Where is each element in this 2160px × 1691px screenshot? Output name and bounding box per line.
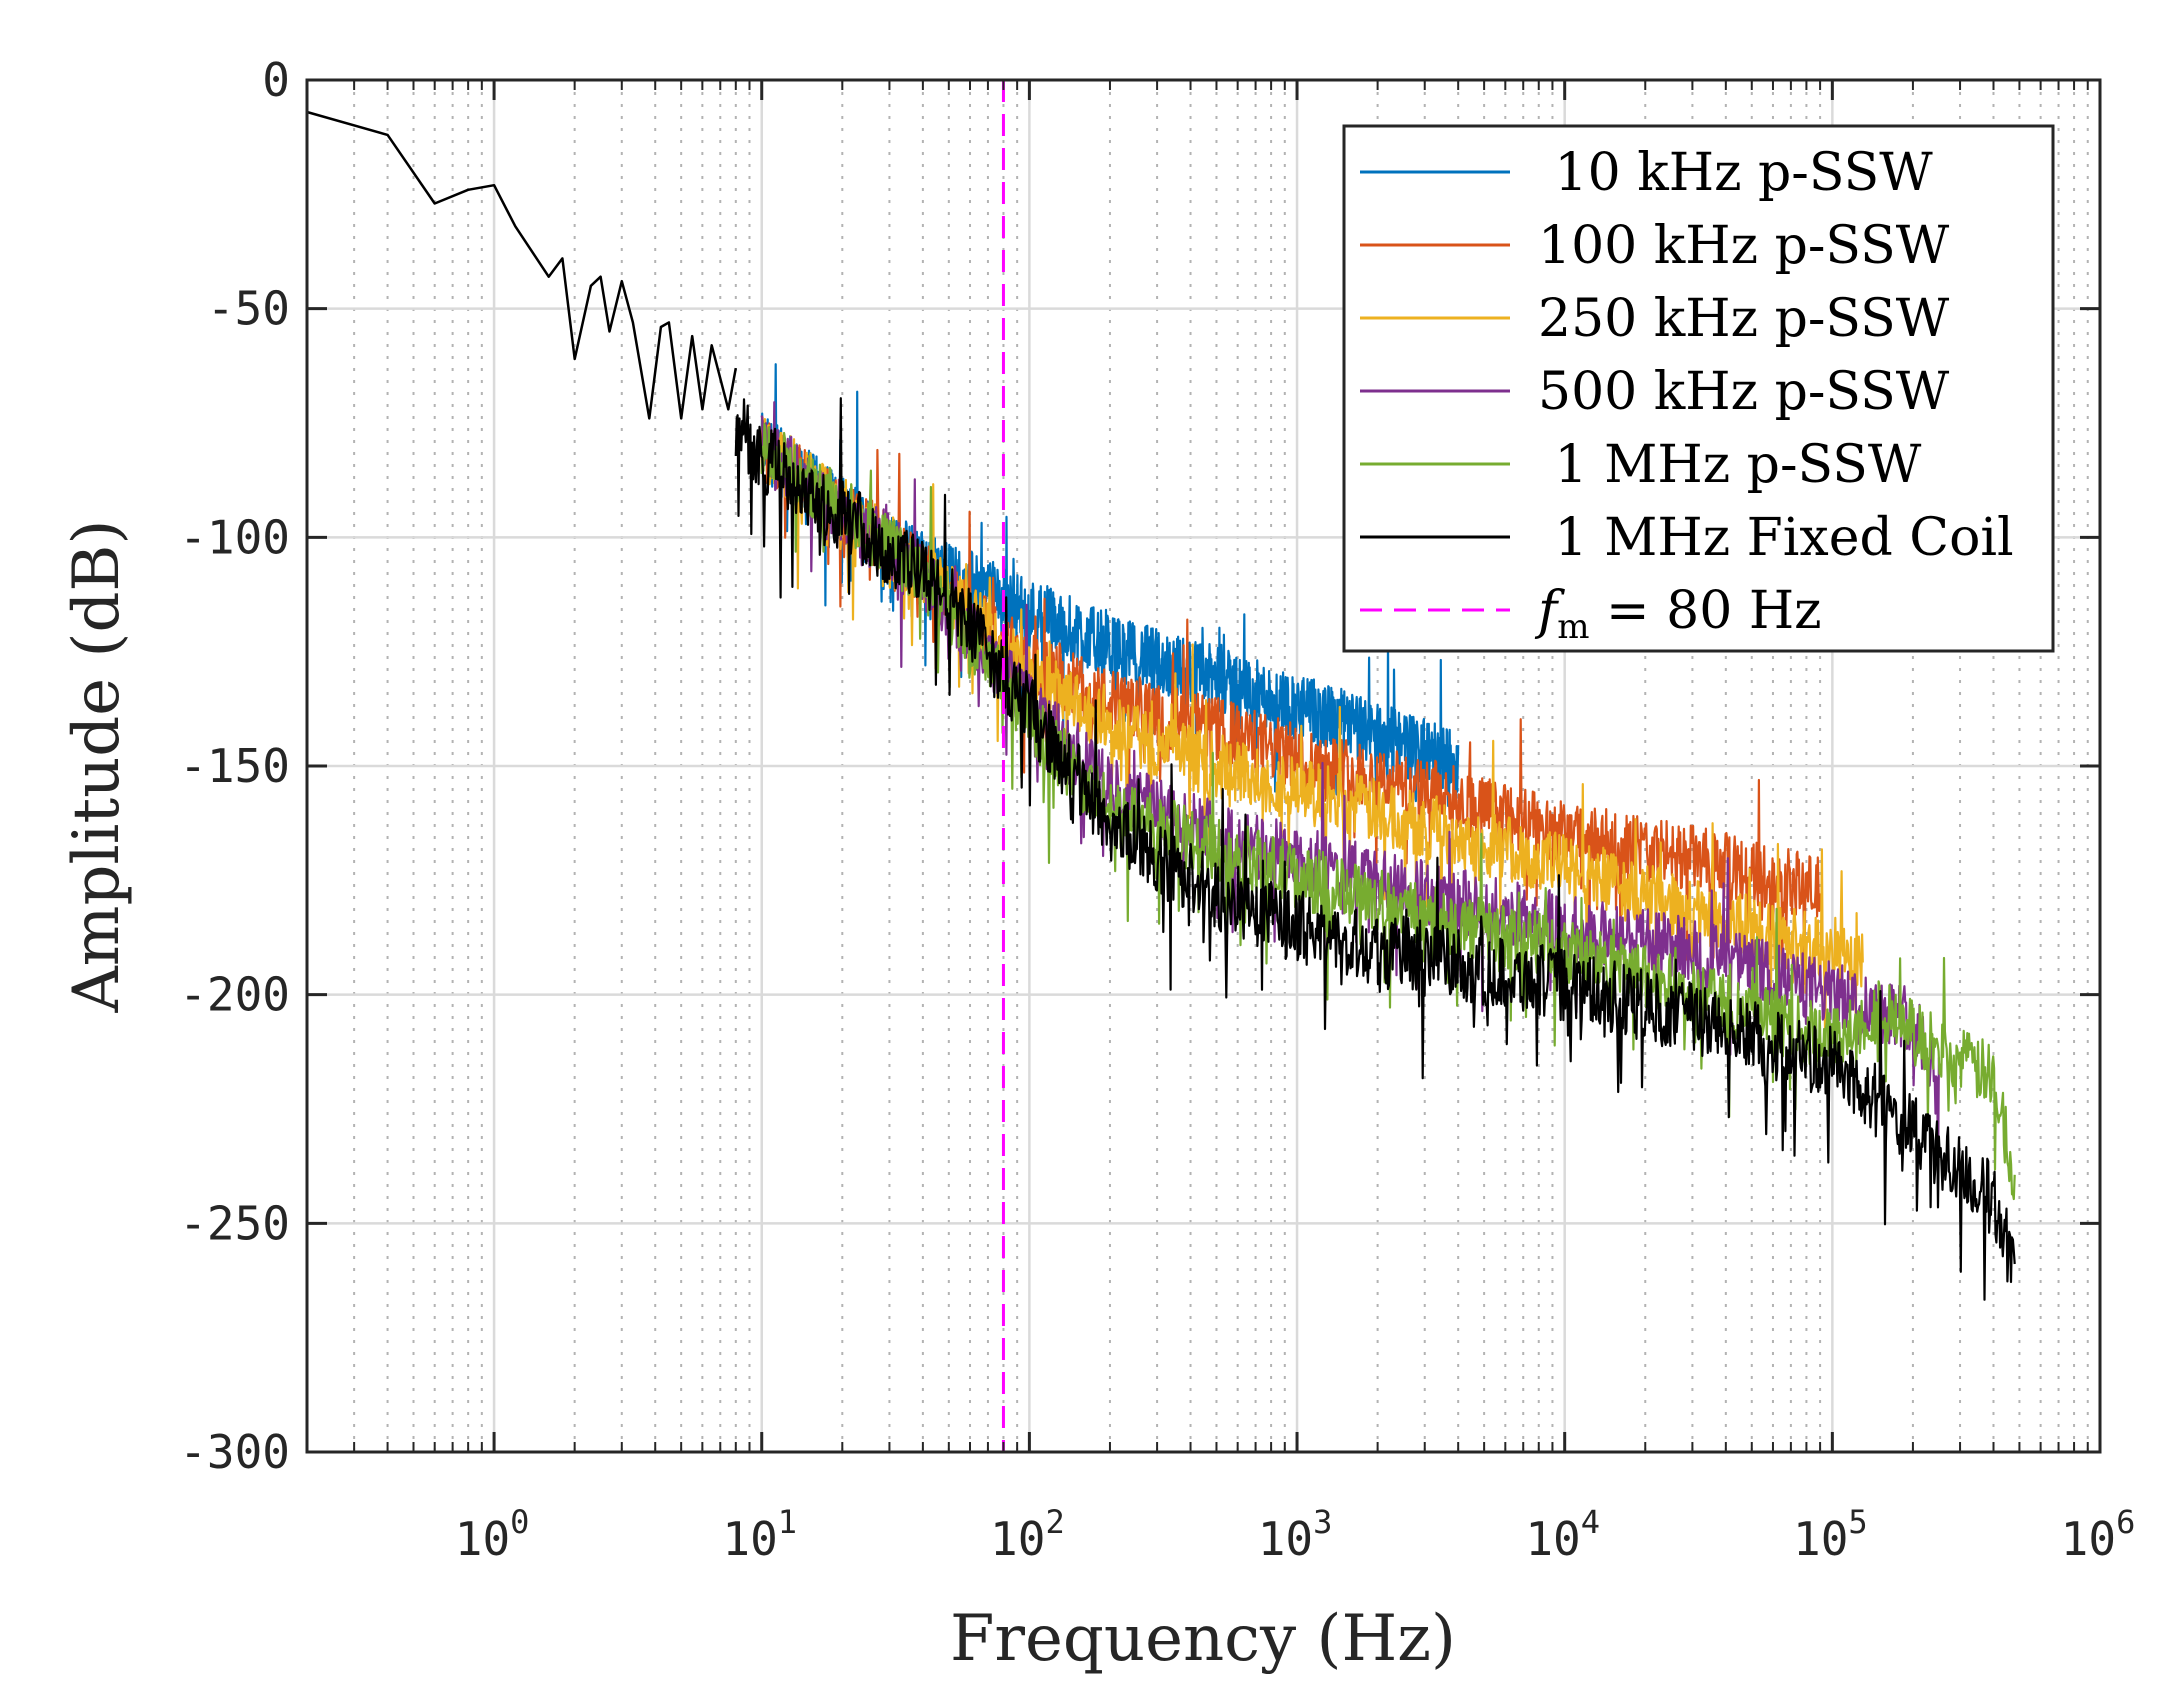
ticks-layer bbox=[306, 78, 2102, 1454]
y-tick-label: -50 bbox=[207, 282, 290, 336]
x-tick-label: 105 bbox=[1793, 1503, 1868, 1566]
x-tick-label: 102 bbox=[990, 1503, 1065, 1566]
x-tick-exponent: 2 bbox=[1045, 1503, 1064, 1541]
x-tick-base: 10 bbox=[1793, 1512, 1848, 1566]
x-tick-label: 101 bbox=[722, 1503, 797, 1566]
legend-entry-fm: fm = 80 Hz bbox=[1534, 581, 1822, 647]
y-tick-label: -250 bbox=[179, 1196, 290, 1250]
series-line-4 bbox=[760, 422, 2016, 1201]
y-tick-label: -300 bbox=[179, 1425, 290, 1479]
legend-label-1: 100 kHz p-SSW bbox=[1538, 216, 1950, 276]
y-tick-label: -150 bbox=[179, 739, 290, 793]
x-tick-label: 103 bbox=[1258, 1503, 1333, 1566]
series-line-5 bbox=[734, 397, 2016, 1301]
x-tick-exponent: 1 bbox=[778, 1503, 797, 1541]
legend-fm-subscript: m bbox=[1557, 607, 1589, 647]
x-tick-label: 100 bbox=[455, 1503, 530, 1566]
x-axis-title: Frequency (Hz) bbox=[950, 1602, 1456, 1676]
x-tick-labels: 100 101 102 103 104 105 106 bbox=[455, 1503, 2136, 1566]
y-axis-title: Amplitude (dB) bbox=[60, 520, 134, 1014]
y-tick-labels: 0 -50 -100 -150 -200 -250 -300 bbox=[179, 53, 290, 1479]
x-tick-base: 10 bbox=[1525, 1512, 1580, 1566]
legend-label-4: 1 MHz p-SSW bbox=[1538, 435, 1922, 495]
legend-label-3: 500 kHz p-SSW bbox=[1538, 362, 1950, 422]
y-tick-label: -100 bbox=[179, 510, 290, 564]
x-tick-exponent: 5 bbox=[1848, 1503, 1867, 1541]
legend-items: 10 kHz p-SSW 100 kHz p-SSW 250 kHz p-SSW 50… bbox=[1360, 143, 2014, 568]
x-tick-base: 10 bbox=[990, 1512, 1045, 1566]
legend-label-5: 1 MHz Fixed Coil bbox=[1538, 508, 2014, 568]
legend: 10 kHz p-SSW 100 kHz p-SSW 250 kHz p-SSW 50… bbox=[1342, 124, 2055, 653]
x-tick-base: 10 bbox=[722, 1512, 777, 1566]
legend-label-2: 250 kHz p-SSW bbox=[1538, 289, 1950, 349]
x-tick-label: 106 bbox=[2061, 1503, 2136, 1566]
x-tick-base: 10 bbox=[455, 1512, 510, 1566]
x-tick-label: 104 bbox=[1525, 1503, 1600, 1566]
x-tick-exponent: 6 bbox=[2116, 1503, 2135, 1541]
x-tick-exponent: 4 bbox=[1581, 1503, 1600, 1541]
x-tick-base: 10 bbox=[1258, 1512, 1313, 1566]
y-tick-label: -200 bbox=[179, 968, 290, 1022]
y-tick-label: 0 bbox=[262, 53, 290, 107]
legend-label-0: 10 kHz p-SSW bbox=[1538, 143, 1933, 203]
series-line-low-frequency bbox=[306, 110, 738, 420]
x-tick-exponent: 3 bbox=[1313, 1503, 1332, 1541]
series-layer bbox=[306, 110, 2016, 1301]
legend-box bbox=[1342, 124, 2055, 653]
x-tick-exponent: 0 bbox=[510, 1503, 529, 1541]
x-tick-base: 10 bbox=[2061, 1512, 2116, 1566]
legend-fm-value: = 80 Hz bbox=[1590, 581, 1822, 641]
